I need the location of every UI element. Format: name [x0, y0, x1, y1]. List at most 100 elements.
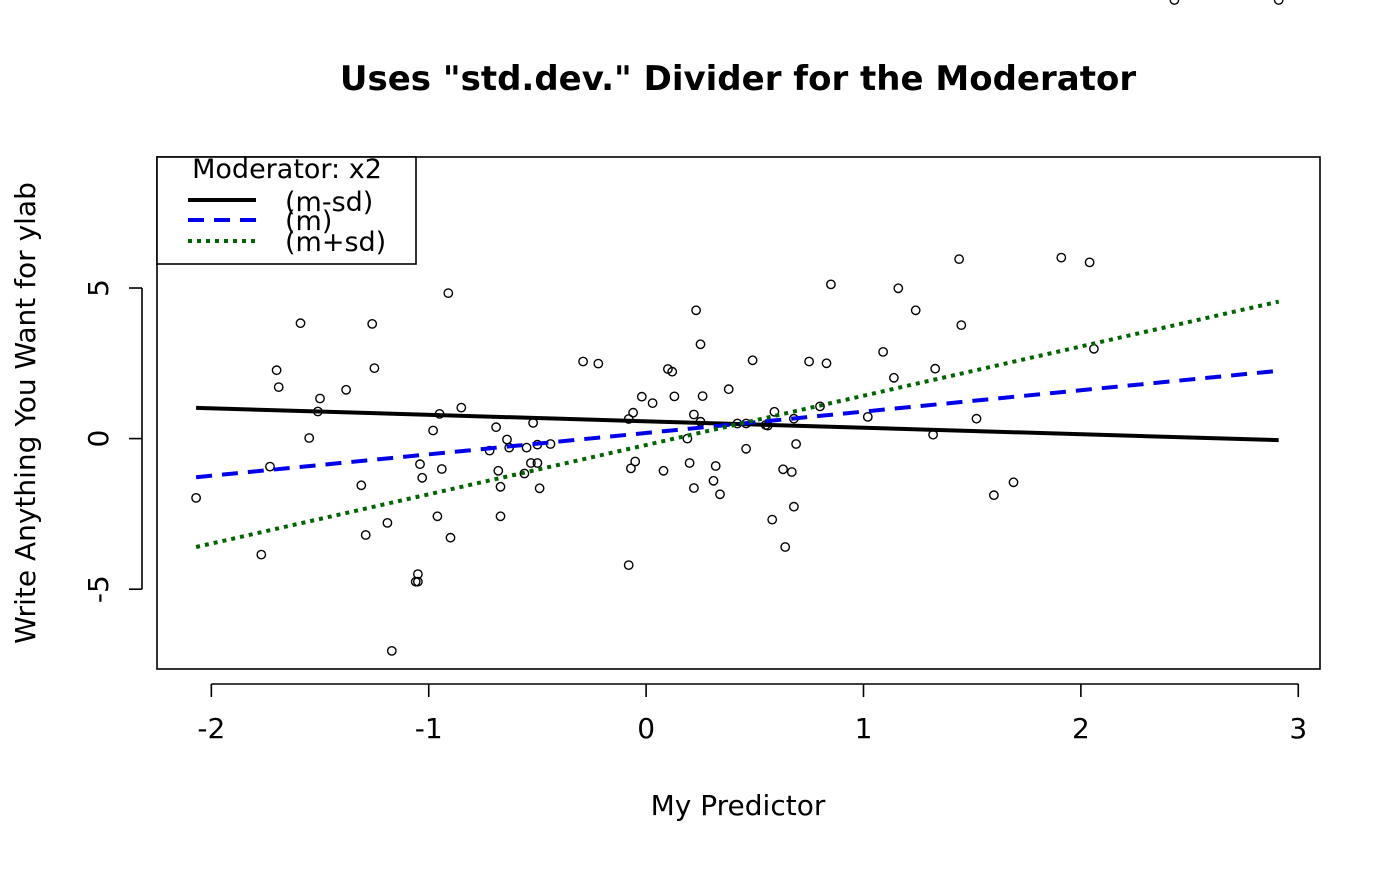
data-point — [271, 365, 282, 376]
data-point — [684, 458, 695, 468]
y-tick-label: -5 — [82, 575, 115, 603]
data-point — [956, 320, 967, 330]
data-point — [315, 393, 325, 404]
data-point — [417, 472, 428, 483]
data-point — [415, 459, 425, 470]
x-axis: -2 -1 0 1 2 3 — [197, 683, 1307, 745]
data-point — [954, 254, 964, 265]
y-axis-label: Write Anything You Want for ylab — [9, 182, 42, 644]
data-point — [256, 549, 267, 560]
data-point — [456, 402, 467, 413]
data-point — [708, 475, 719, 486]
legend-title: Moderator: x2 — [192, 154, 382, 185]
plot-frame — [156, 156, 1321, 670]
data-point — [445, 532, 456, 543]
data-point — [889, 372, 899, 383]
data-point — [495, 511, 506, 522]
x-tick-label: 2 — [1072, 712, 1090, 745]
data-point — [910, 305, 921, 316]
data-point — [658, 465, 669, 476]
data-point — [356, 480, 367, 491]
chart-title: Uses "std.dev." Divider for the Moderato… — [340, 59, 1136, 99]
x-axis-label: My Predictor — [651, 789, 826, 822]
data-point — [623, 560, 634, 570]
data-point — [930, 363, 941, 374]
data-point — [630, 456, 641, 467]
data-point — [360, 530, 371, 540]
data-point — [789, 501, 799, 512]
data-point — [578, 356, 588, 367]
data-point — [593, 358, 604, 369]
data-point — [691, 305, 701, 316]
data-point — [647, 398, 658, 408]
fit-line-m-sd — [196, 405, 1279, 443]
data-point — [667, 366, 678, 377]
data-point — [821, 358, 832, 369]
data-point — [826, 279, 836, 290]
data-point — [432, 511, 443, 522]
data-point — [669, 391, 680, 402]
data-point — [747, 355, 758, 366]
legend: Moderator: x2 (m-sd) (m) (m+sd) — [156, 154, 417, 265]
data-point — [521, 442, 532, 453]
data-point — [1084, 257, 1095, 268]
data-point — [367, 318, 378, 329]
data-point — [626, 463, 636, 474]
data-point — [382, 518, 393, 528]
data-point — [689, 409, 699, 420]
data-point — [191, 492, 202, 503]
data-point — [878, 346, 888, 357]
data-point — [989, 490, 999, 501]
data-point — [1273, 0, 1284, 5]
legend-label-m: (m) — [285, 206, 332, 237]
data-point — [741, 443, 751, 454]
data-point — [780, 542, 791, 552]
data-point — [695, 339, 706, 350]
data-point — [971, 413, 982, 424]
legend-label-m-sd: (m-sd) — [285, 187, 373, 218]
data-point — [412, 576, 423, 587]
data-point — [493, 465, 504, 476]
x-tick-label: -2 — [197, 712, 225, 745]
data-point — [491, 422, 501, 433]
data-point — [295, 318, 306, 329]
data-point — [689, 483, 699, 493]
x-tick-label: 1 — [855, 712, 873, 745]
data-point — [697, 391, 708, 401]
data-point — [1056, 252, 1067, 263]
x-tick-label: 0 — [637, 712, 655, 745]
data-point — [532, 458, 543, 468]
data-point — [769, 406, 780, 417]
data-point — [1169, 0, 1180, 5]
legend-box — [156, 156, 417, 265]
data-point — [715, 489, 725, 500]
data-point — [428, 425, 438, 436]
data-point — [636, 391, 647, 402]
data-point — [893, 283, 904, 294]
data-point — [341, 384, 351, 395]
data-point — [628, 407, 638, 418]
data-point — [304, 433, 315, 443]
data-point — [1008, 477, 1019, 488]
data-point — [436, 464, 447, 474]
data-point — [767, 514, 778, 525]
data-point — [815, 401, 825, 412]
data-point — [710, 461, 721, 471]
data-point — [443, 288, 454, 298]
fit-lines — [195, 299, 1280, 549]
data-point — [386, 646, 397, 656]
data-point — [495, 481, 506, 492]
y-tick-label: 0 — [82, 430, 115, 448]
x-tick-label: 3 — [1289, 712, 1307, 745]
data-point — [534, 483, 545, 494]
x-tick-label: -1 — [415, 712, 443, 745]
data-point — [804, 356, 814, 367]
data-point — [786, 467, 797, 477]
data-point — [778, 464, 788, 475]
y-tick-label: 5 — [82, 279, 115, 297]
data-point — [526, 458, 536, 468]
data-point — [723, 384, 734, 395]
data-point — [265, 461, 275, 472]
